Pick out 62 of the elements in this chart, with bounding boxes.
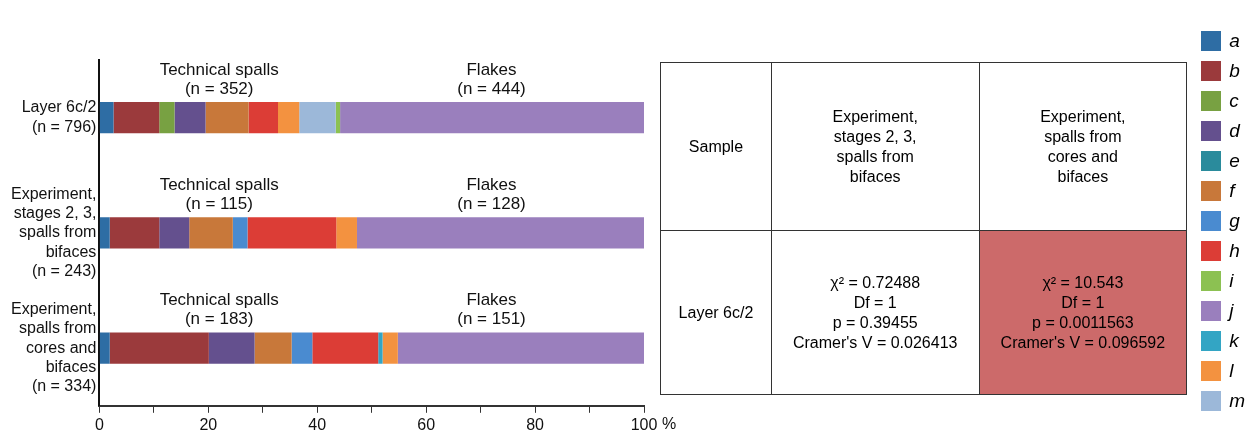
y-tick-label: Layer 6c/2 (n = 796) xyxy=(21,98,97,135)
annotation: Flakes (n = 444) xyxy=(457,59,526,98)
bar xyxy=(397,332,644,364)
legend-label: d xyxy=(1229,120,1240,142)
bar xyxy=(232,217,248,249)
legend-label: i xyxy=(1229,270,1234,292)
bar xyxy=(99,102,114,134)
bar xyxy=(291,332,313,364)
bar xyxy=(382,332,398,364)
bar xyxy=(254,332,292,364)
bar xyxy=(278,102,300,134)
y-tick-label: Experiment, stages 2, 3, spalls from bifaces (n = 243) xyxy=(10,184,97,279)
bar xyxy=(356,217,644,249)
legend-label: a xyxy=(1229,30,1240,52)
text: Sample xyxy=(660,62,772,231)
bar xyxy=(205,102,249,134)
legend-label: b xyxy=(1229,60,1240,82)
annotation: Technical spalls (n = 352) xyxy=(159,59,279,98)
bar xyxy=(312,332,379,364)
x-tick-label: 20 xyxy=(199,415,218,433)
legend-label: e xyxy=(1229,150,1240,172)
x-tick-label: 40 xyxy=(308,415,327,433)
bar xyxy=(159,102,175,134)
bar xyxy=(248,102,279,134)
annotation: Flakes (n = 128) xyxy=(457,174,526,213)
legend-label: l xyxy=(1229,360,1234,382)
legend-label: h xyxy=(1229,240,1240,262)
bar xyxy=(189,217,233,249)
x-tick-label: 0 xyxy=(94,415,104,433)
bar xyxy=(340,102,644,134)
legend-label: g xyxy=(1229,210,1240,232)
x-axis-title: % xyxy=(662,415,677,433)
text: χ² = 10.543 Df = 1 p = 0.0011563 Cramer's V = 0.096592 xyxy=(979,230,1187,395)
bar xyxy=(299,102,336,134)
y-tick-label: Experiment, spalls from cores and bifaces (n = 334) xyxy=(10,300,97,394)
legend-label: j xyxy=(1229,300,1234,322)
annotation: Flakes (n = 151) xyxy=(457,290,526,329)
legend-label: c xyxy=(1229,90,1239,112)
text: Experiment, spalls from cores and bifaces xyxy=(979,62,1187,231)
x-tick-label: 80 xyxy=(526,415,545,433)
legend-label: k xyxy=(1229,330,1239,352)
bar xyxy=(335,102,341,134)
bar xyxy=(174,102,206,134)
text: Experiment, stages 2, 3, spalls from bifaces xyxy=(771,62,980,231)
bar xyxy=(208,332,255,364)
bar xyxy=(378,332,383,364)
x-tick-label: 60 xyxy=(417,415,436,433)
bar xyxy=(109,332,209,364)
bar xyxy=(99,332,110,364)
annotation: Technical spalls (n = 183) xyxy=(159,290,279,329)
bar xyxy=(159,217,190,249)
bar xyxy=(336,217,357,249)
bar xyxy=(247,217,337,249)
legend-label: m xyxy=(1229,390,1245,412)
bar xyxy=(109,217,160,249)
text: Layer 6c/2 xyxy=(660,230,772,395)
x-tick-label: 100 xyxy=(630,415,658,433)
annotation: Technical spalls (n = 115) xyxy=(159,174,279,213)
bar xyxy=(99,217,110,249)
bar xyxy=(113,102,160,134)
text: χ² = 0.72488 Df = 1 p = 0.39455 Cramer's V = 0.026413 xyxy=(771,230,980,395)
legend-label: f xyxy=(1229,180,1235,202)
